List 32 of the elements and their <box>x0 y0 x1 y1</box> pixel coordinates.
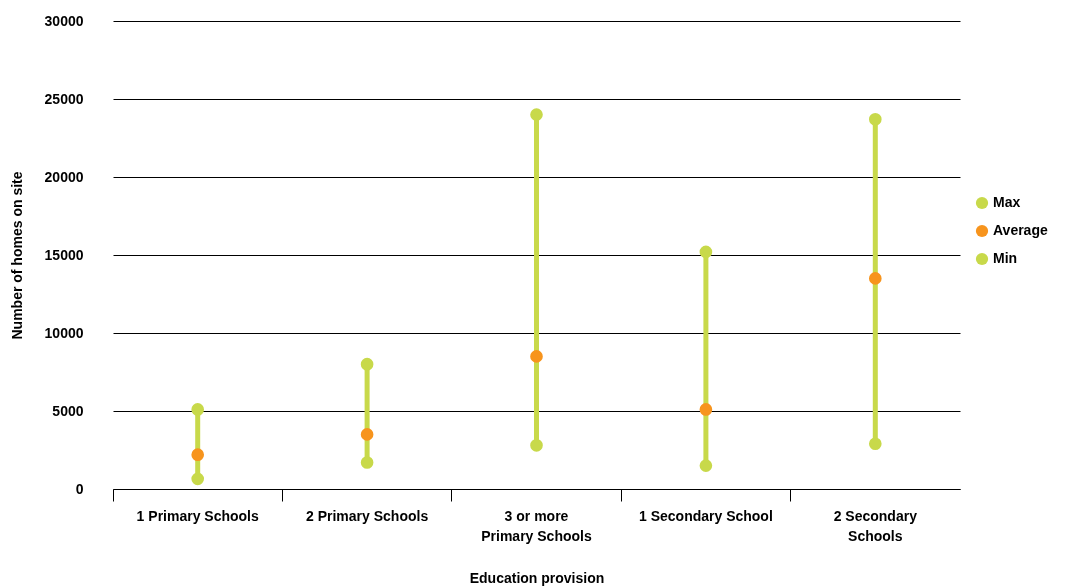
point <box>868 272 882 285</box>
y-tick-label: 10000 <box>44 324 84 341</box>
point <box>530 350 543 363</box>
point <box>699 245 713 259</box>
y-axis-title: Number of homes on site <box>8 171 25 340</box>
x-tick-label: 1 Secondary School <box>638 507 773 524</box>
point <box>699 459 713 472</box>
x-tick-label: 2 Primary Schools <box>306 507 429 524</box>
point <box>530 439 543 452</box>
point <box>360 357 374 371</box>
y-tick-label: 5000 <box>52 402 84 419</box>
point <box>360 428 374 441</box>
x-axis-title: Education provision <box>469 569 605 586</box>
legend-label: Average <box>993 222 1048 238</box>
point <box>530 108 543 121</box>
y-tick-label: 30000 <box>44 12 84 29</box>
legend-label: Max <box>993 194 1021 210</box>
x-tick-label: 3 or more Primary Schools <box>481 507 592 544</box>
y-tick-label: 25000 <box>44 90 84 107</box>
y-tick-label: 15000 <box>44 246 84 263</box>
y-tick-label: 20000 <box>44 168 84 185</box>
point <box>699 403 713 416</box>
x-tick-label: 1 Primary Schools <box>136 507 259 524</box>
point <box>191 472 205 486</box>
legend-label: Min <box>993 250 1018 266</box>
y-tick-label: 0 <box>75 480 84 497</box>
point <box>868 437 882 451</box>
point <box>360 456 374 469</box>
point <box>191 448 205 461</box>
point <box>868 112 882 126</box>
point <box>191 403 205 416</box>
x-tick-label: 2 Secondary Schools <box>833 507 918 544</box>
